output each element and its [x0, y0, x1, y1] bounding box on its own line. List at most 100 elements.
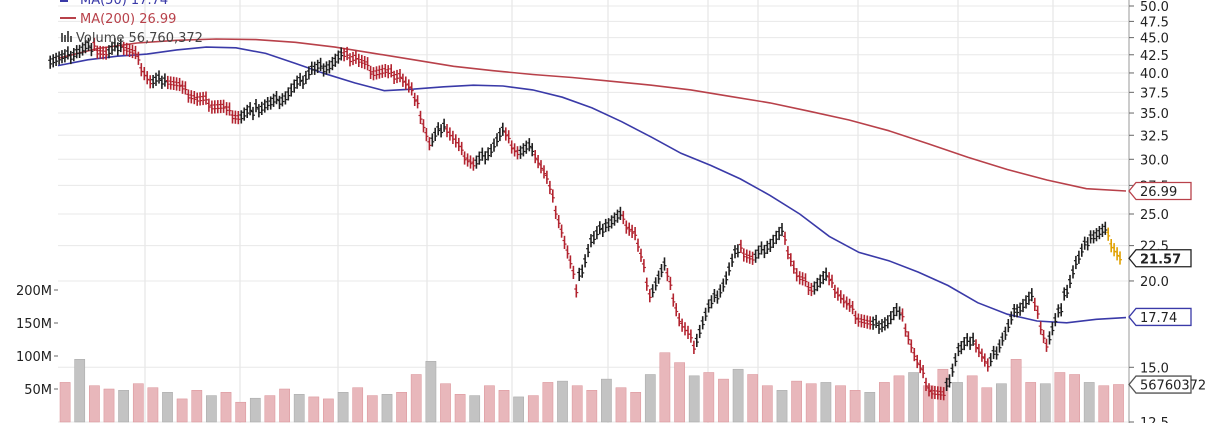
volume-bar	[235, 401, 247, 423]
volume-bar	[601, 378, 612, 423]
volume-bar	[805, 383, 817, 423]
volume-bar	[484, 385, 495, 423]
price-tick-label: 20.0	[1140, 275, 1169, 290]
volume-bar	[352, 387, 364, 423]
price-tick-label: 50.0	[1140, 0, 1169, 15]
volume-bar	[542, 382, 554, 423]
volume-bar	[308, 396, 320, 423]
volume-bar	[381, 394, 393, 423]
volume-bar	[820, 382, 832, 423]
ma200-line-group	[57, 38, 1127, 192]
volume-bar	[132, 383, 144, 423]
value-tags: 26.99 21.57 17.74 56760372	[1128, 181, 1206, 394]
volume-bar	[879, 382, 890, 423]
volume-bar	[323, 398, 334, 423]
volume-tick-label: 100M	[16, 350, 52, 365]
volume-bar	[1010, 359, 1022, 423]
volume-bar	[864, 392, 876, 423]
volume-bar	[249, 397, 261, 423]
volume-bar	[410, 374, 422, 423]
legend: MA(50) 17.74 MA(200) 26.99 Volume 56,760…	[60, 0, 203, 46]
price-tick-label: 37.5	[1140, 86, 1169, 101]
volume-axis: 200M 150M 100M 50M	[16, 284, 58, 398]
grid	[58, 0, 1130, 423]
volume-tick-label: 150M	[16, 317, 52, 332]
volume-bar	[191, 390, 203, 423]
volume-bar	[747, 374, 759, 423]
volume-bar	[469, 395, 481, 423]
price-tick-label: 32.5	[1140, 129, 1169, 144]
volume-bar	[644, 374, 656, 423]
volume-bar	[1039, 383, 1051, 423]
volume-bar	[1054, 372, 1066, 423]
price-tick-label: 25.0	[1140, 208, 1169, 223]
volume-bar	[366, 395, 378, 423]
volume-bar	[264, 395, 276, 423]
svg-text:17.74: 17.74	[1140, 311, 1177, 326]
ma200-line	[57, 38, 1127, 192]
price-tick-label: 12.5	[1140, 416, 1169, 423]
volume-bar	[454, 394, 466, 423]
volume-bar	[147, 387, 159, 423]
volume-bar	[571, 385, 583, 423]
svg-text:56760372: 56760372	[1140, 379, 1206, 394]
volume-bar	[220, 392, 232, 423]
volume-tick-label: 200M	[16, 284, 52, 299]
volume-bars	[59, 352, 1124, 423]
legend-ma50-swatch	[60, 0, 68, 2]
volume-bar	[908, 372, 919, 423]
price-tick-label: 42.5	[1140, 49, 1169, 64]
price-tick-label: 47.5	[1140, 15, 1169, 30]
legend-ma200-swatch	[60, 17, 76, 19]
volume-tick-label: 50M	[24, 383, 52, 398]
price-bars	[48, 37, 1122, 401]
volume-bar	[630, 392, 642, 423]
volume-bar	[206, 395, 217, 423]
volume-bar	[1113, 384, 1124, 423]
volume-bar	[1083, 382, 1095, 423]
svg-text:26.99: 26.99	[1140, 185, 1177, 200]
legend-ma50: MA(50) 17.74	[80, 0, 168, 8]
legend-volume: Volume 56,760,372	[76, 31, 203, 46]
volume-bar	[674, 362, 685, 423]
volume-bar	[893, 375, 905, 423]
volume-bar	[396, 392, 407, 423]
price-tick-label: 35.0	[1140, 107, 1169, 122]
price-tick-label: 30.0	[1140, 153, 1169, 168]
volume-bar	[59, 382, 71, 423]
volume-bar	[513, 396, 524, 423]
volume-bar	[557, 380, 568, 423]
volume-bar	[293, 394, 305, 423]
price-tick-label: 40.0	[1140, 67, 1169, 82]
volume-bar	[118, 390, 129, 423]
volume-bar	[659, 352, 671, 423]
volume-bar	[615, 387, 627, 423]
volume-bar	[176, 398, 188, 423]
volume-bar	[527, 395, 539, 423]
price-tick-label: 15.0	[1140, 361, 1169, 376]
price-value-tag: 21.57	[1128, 249, 1192, 268]
volume-bar	[1025, 382, 1037, 423]
ma200-value-tag: 26.99	[1128, 181, 1192, 201]
volume-bar	[337, 392, 349, 423]
volume-bar	[1069, 374, 1080, 423]
volume-bar	[425, 361, 437, 423]
volume-bar	[279, 388, 290, 423]
volume-bar	[732, 368, 744, 423]
volume-bar	[996, 383, 1007, 423]
volume-bar	[1098, 385, 1110, 423]
price-axis: 50.047.545.042.540.037.535.032.530.027.5…	[1129, 0, 1169, 423]
volume-bar	[849, 390, 861, 423]
volume-bar	[761, 385, 773, 423]
volume-bar	[103, 388, 115, 423]
volume-bar	[162, 392, 173, 423]
ma50-value-tag: 17.74	[1128, 307, 1192, 327]
ma50-line	[57, 46, 1127, 324]
volume-bar	[89, 385, 100, 423]
volume-bar	[440, 383, 451, 423]
ma50-line-group	[57, 46, 1127, 324]
volume-bar	[981, 387, 993, 423]
volume-bar	[74, 359, 86, 423]
